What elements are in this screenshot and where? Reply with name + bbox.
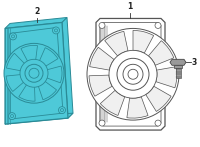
Circle shape [54,29,58,32]
Text: 1: 1 [127,2,133,11]
Wedge shape [39,48,58,67]
Circle shape [52,27,60,34]
Polygon shape [10,27,63,119]
Wedge shape [90,47,114,70]
Wedge shape [100,90,125,115]
Wedge shape [21,45,37,63]
Wedge shape [38,80,57,100]
Wedge shape [6,53,26,71]
Wedge shape [6,75,25,91]
Wedge shape [156,67,177,88]
Bar [174,65,182,68]
Wedge shape [133,30,154,53]
Text: 3: 3 [192,58,197,67]
Circle shape [8,113,16,120]
Polygon shape [100,22,161,126]
Wedge shape [89,75,112,96]
Polygon shape [96,19,165,130]
Circle shape [155,120,161,126]
Circle shape [10,115,14,118]
Bar [176,68,180,78]
Circle shape [4,43,64,103]
Wedge shape [127,97,148,118]
Circle shape [25,64,43,82]
Polygon shape [62,17,73,118]
Wedge shape [105,31,128,56]
Circle shape [29,68,39,78]
Polygon shape [5,17,67,28]
Circle shape [60,109,64,112]
Wedge shape [148,41,174,65]
Polygon shape [170,59,186,65]
Circle shape [123,64,143,84]
Circle shape [117,58,149,90]
Circle shape [155,22,161,28]
Circle shape [99,120,105,126]
Circle shape [109,50,157,98]
Polygon shape [5,113,73,124]
Wedge shape [45,66,62,83]
Circle shape [128,69,138,79]
Circle shape [20,59,48,87]
Circle shape [12,35,14,38]
Text: 2: 2 [34,7,40,16]
Circle shape [10,33,16,40]
Circle shape [87,28,179,120]
Wedge shape [146,86,171,111]
Polygon shape [5,22,68,124]
Wedge shape [19,83,35,101]
Circle shape [58,107,66,114]
Circle shape [99,22,105,28]
